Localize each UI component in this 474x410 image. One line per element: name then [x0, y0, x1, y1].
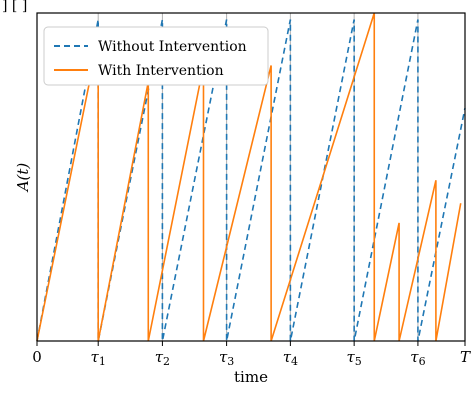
x-tick-label-6: τ6	[410, 348, 425, 368]
legend: Without Intervention With Intervention	[43, 26, 269, 86]
x-tick-label-4: τ4	[283, 348, 298, 368]
x-axis-label: time	[234, 368, 268, 386]
plot-frame	[36, 12, 466, 342]
y-axis-label: A(t)	[14, 163, 32, 194]
line-with-intervention	[36, 12, 462, 342]
legend-label-without: Without Intervention	[98, 39, 247, 55]
x-tick-label-3: τ3	[219, 348, 234, 368]
legend-box	[43, 26, 269, 86]
series-with-intervention	[36, 12, 462, 342]
x-tick-label-1: τ1	[91, 348, 106, 368]
x-tick-label-5: τ5	[346, 348, 361, 368]
x-tick-label-7: T	[460, 348, 471, 366]
page-header-fragment: ] [ ]	[2, 0, 27, 14]
legend-label-with: With Intervention	[98, 63, 224, 79]
x-ticks: 0 τ1 τ2 τ3 τ4 τ5 τ6 T	[32, 341, 471, 368]
x-tick-label-0: 0	[32, 348, 42, 366]
x-tick-label-2: τ2	[155, 348, 170, 368]
